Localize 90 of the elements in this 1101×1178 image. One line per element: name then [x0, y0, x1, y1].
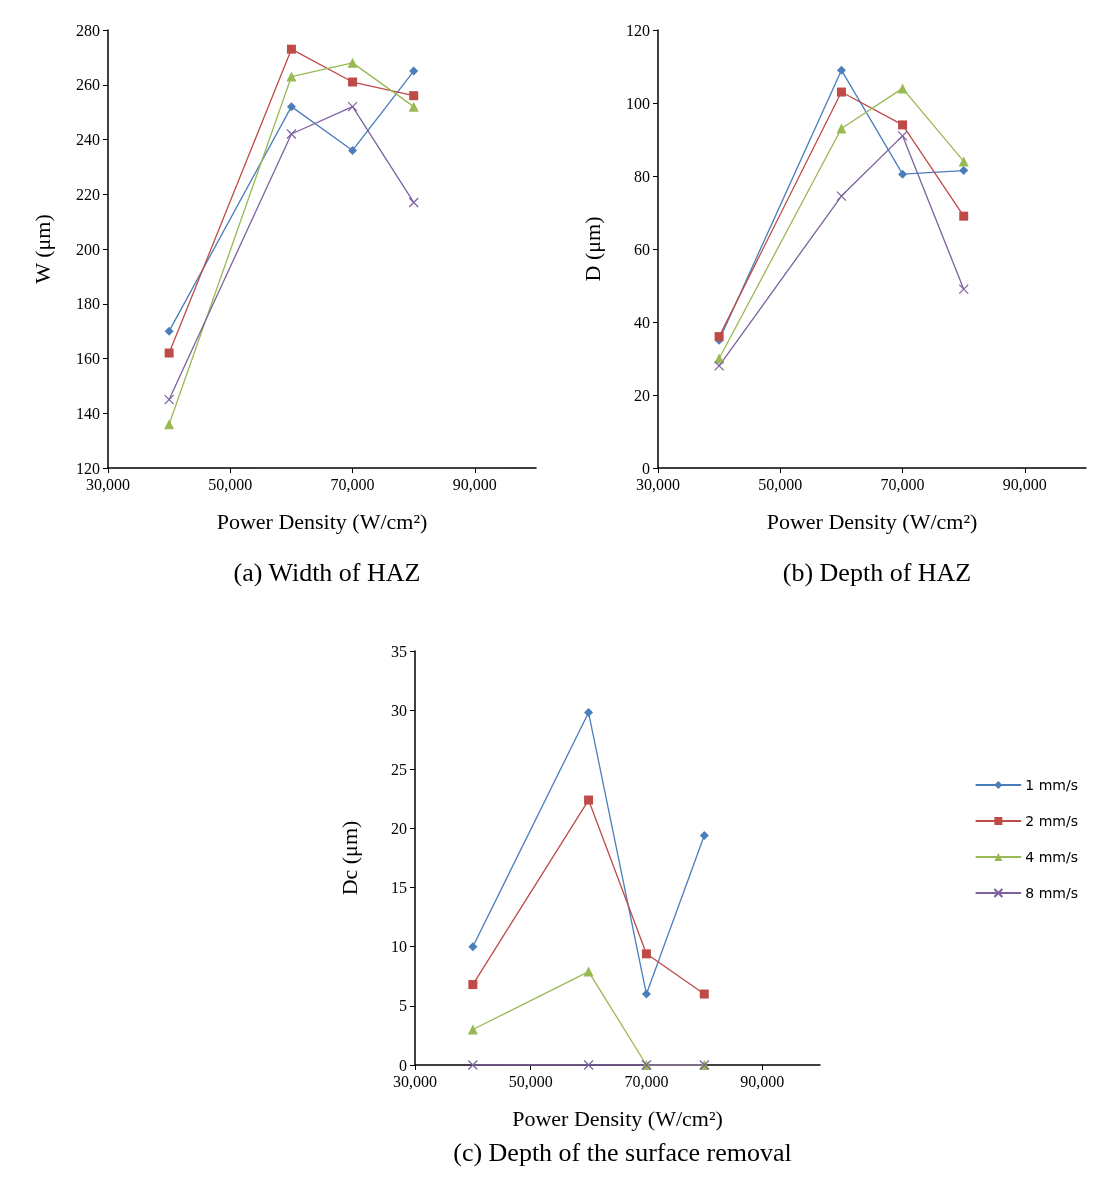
- y-tick-label: 35: [391, 642, 407, 660]
- point: [468, 980, 478, 990]
- point: [641, 989, 651, 999]
- x-axis-title: Power Density (W/cm²): [512, 1105, 723, 1131]
- point: [898, 120, 908, 130]
- point: [897, 130, 908, 141]
- point: [959, 166, 969, 176]
- point: [958, 284, 969, 295]
- point: [584, 708, 594, 718]
- point: [164, 326, 174, 336]
- point: [714, 360, 725, 371]
- x-tick-label: 30,000: [636, 475, 680, 493]
- y-tick-label: 280: [76, 21, 100, 39]
- legend-label: 4 mm/s: [1025, 849, 1079, 865]
- point: [409, 66, 419, 76]
- x-tick-label: 50,000: [508, 1072, 553, 1090]
- point: [468, 942, 478, 952]
- y-tick-label: 200: [76, 240, 100, 258]
- x-tick-label: 50,000: [208, 475, 253, 493]
- y-axis-title: D (μm): [579, 216, 605, 282]
- point: [409, 91, 419, 101]
- x-tick-label: 70,000: [880, 475, 925, 493]
- y-tick-label: 20: [391, 819, 407, 837]
- point: [836, 123, 847, 134]
- y-tick-label: 15: [391, 879, 407, 897]
- point: [286, 71, 297, 82]
- y-tick-label: 100: [626, 94, 650, 112]
- x-tick-label: 30,000: [86, 475, 130, 493]
- point: [699, 989, 709, 999]
- y-tick-label: 40: [634, 313, 650, 331]
- y-tick-label: 0: [642, 459, 650, 477]
- y-tick-label: 180: [76, 295, 100, 313]
- legend-label: 2 mm/s: [1025, 813, 1079, 829]
- point: [836, 65, 846, 75]
- y-tick-label: 240: [76, 131, 100, 148]
- x-tick-label: 50,000: [758, 475, 803, 493]
- y-tick-label: 260: [76, 76, 100, 94]
- point: [164, 348, 174, 358]
- y-tick-label: 140: [76, 404, 100, 422]
- x-axis-title: Power Density (W/cm²): [766, 508, 978, 534]
- y-tick-label: 60: [634, 240, 650, 258]
- x-tick-label: 70,000: [624, 1072, 669, 1090]
- y-tick-label: 160: [76, 350, 100, 367]
- point: [959, 211, 969, 221]
- point: [583, 1059, 594, 1071]
- y-axis-title: W (μm): [29, 214, 55, 284]
- x-tick-label: 90,000: [1002, 475, 1047, 493]
- point: [836, 190, 847, 202]
- y-tick-label: 5: [399, 997, 407, 1015]
- x-tick-label: 70,000: [330, 475, 375, 493]
- point: [467, 1059, 478, 1071]
- point: [348, 145, 358, 155]
- y-tick-label: 25: [391, 760, 407, 778]
- x-tick-label: 90,000: [452, 475, 497, 493]
- y-axis-title: Dc (μm): [336, 820, 362, 896]
- point: [286, 128, 297, 140]
- point: [347, 101, 358, 112]
- x-tick-label: 90,000: [740, 1072, 785, 1090]
- point: [347, 57, 358, 68]
- y-tick-label: 120: [626, 21, 650, 39]
- text: (b) Depth of HAZ: [782, 557, 972, 587]
- point: [583, 966, 594, 977]
- y-tick-label: 220: [76, 185, 100, 203]
- text: (a) Width of HAZ: [233, 557, 421, 587]
- point: [164, 419, 175, 430]
- y-tick-label: 120: [76, 459, 100, 477]
- legend-label: 8 mm/s: [1025, 885, 1079, 901]
- point: [286, 102, 296, 112]
- point: [958, 156, 969, 167]
- y-tick-label: 30: [391, 701, 407, 719]
- y-tick-label: 20: [634, 386, 650, 404]
- y-tick-label: 0: [399, 1056, 407, 1074]
- legend-label: 1 mm/s: [1025, 777, 1079, 793]
- y-tick-label: 10: [391, 938, 407, 956]
- point: [408, 197, 419, 208]
- point: [897, 83, 908, 94]
- point: [467, 1024, 478, 1035]
- y-tick-label: 80: [634, 167, 650, 185]
- point: [408, 101, 419, 112]
- point: [641, 949, 651, 959]
- point: [836, 87, 846, 97]
- point: [699, 831, 709, 841]
- point: [286, 44, 296, 54]
- x-axis-title: Power Density (W/cm²): [216, 508, 428, 534]
- text: (c) Depth of the surface removal: [453, 1137, 792, 1167]
- point: [898, 169, 908, 179]
- x-tick-label: 30,000: [393, 1072, 437, 1090]
- point: [164, 394, 175, 405]
- point: [584, 795, 594, 805]
- point: [348, 77, 358, 87]
